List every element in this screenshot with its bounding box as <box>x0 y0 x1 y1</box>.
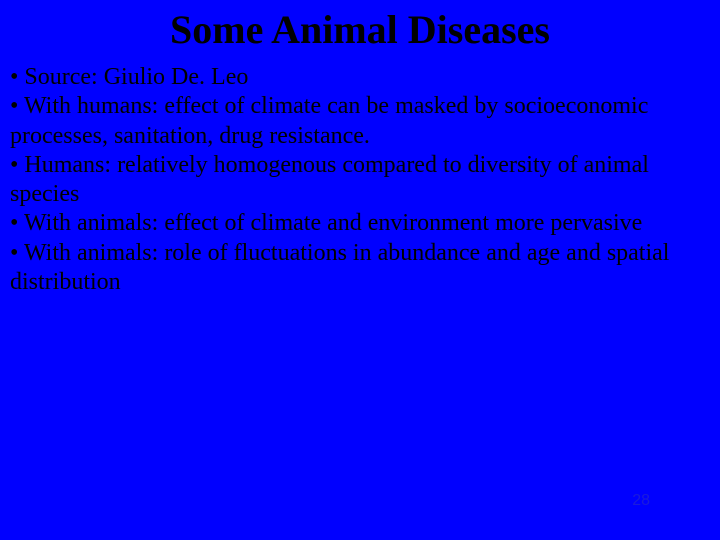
bullet-item: • With humans: effect of climate can be … <box>10 92 700 151</box>
bullet-item: • Humans: relatively homogenous compared… <box>10 151 700 210</box>
bullet-item: • Source: Giulio De. Leo <box>10 63 700 92</box>
bullet-item: • With animals: effect of climate and en… <box>10 209 700 238</box>
slide: Some Animal Diseases • Source: Giulio De… <box>0 0 720 540</box>
bullet-item: • With animals: role of fluctuations in … <box>10 239 700 298</box>
slide-body: • Source: Giulio De. Leo • With humans: … <box>0 63 720 297</box>
page-number: 28 <box>632 492 650 510</box>
slide-title: Some Animal Diseases <box>0 0 720 63</box>
